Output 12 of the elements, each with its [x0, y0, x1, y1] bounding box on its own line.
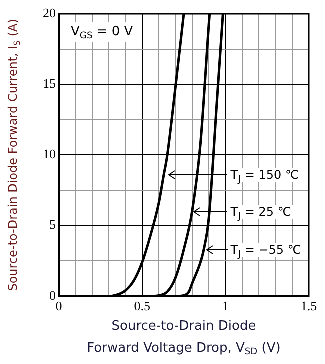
y-tick-label: 15 [43, 76, 56, 92]
y-tick-label: 10 [43, 146, 56, 162]
x-tick-label: 1.5 [300, 298, 318, 314]
x-tick-label: 1 [222, 298, 229, 314]
y-tick-label: 20 [43, 5, 56, 20]
y-tick-label: 0 [50, 288, 56, 303]
annotation: T$_{J}$ = −55 ℃ [230, 242, 302, 260]
y-axis-title: Source-to-Drain Diode Forward Current, IS (A) [6, 19, 22, 292]
annotation: T$_{J}$ = 25 ℃ [230, 204, 292, 222]
y-tick-label: 5 [50, 217, 56, 232]
annotation: T$_{J}$ = 150 ℃ [230, 168, 300, 186]
x-tick-label: 0.5 [134, 298, 150, 314]
